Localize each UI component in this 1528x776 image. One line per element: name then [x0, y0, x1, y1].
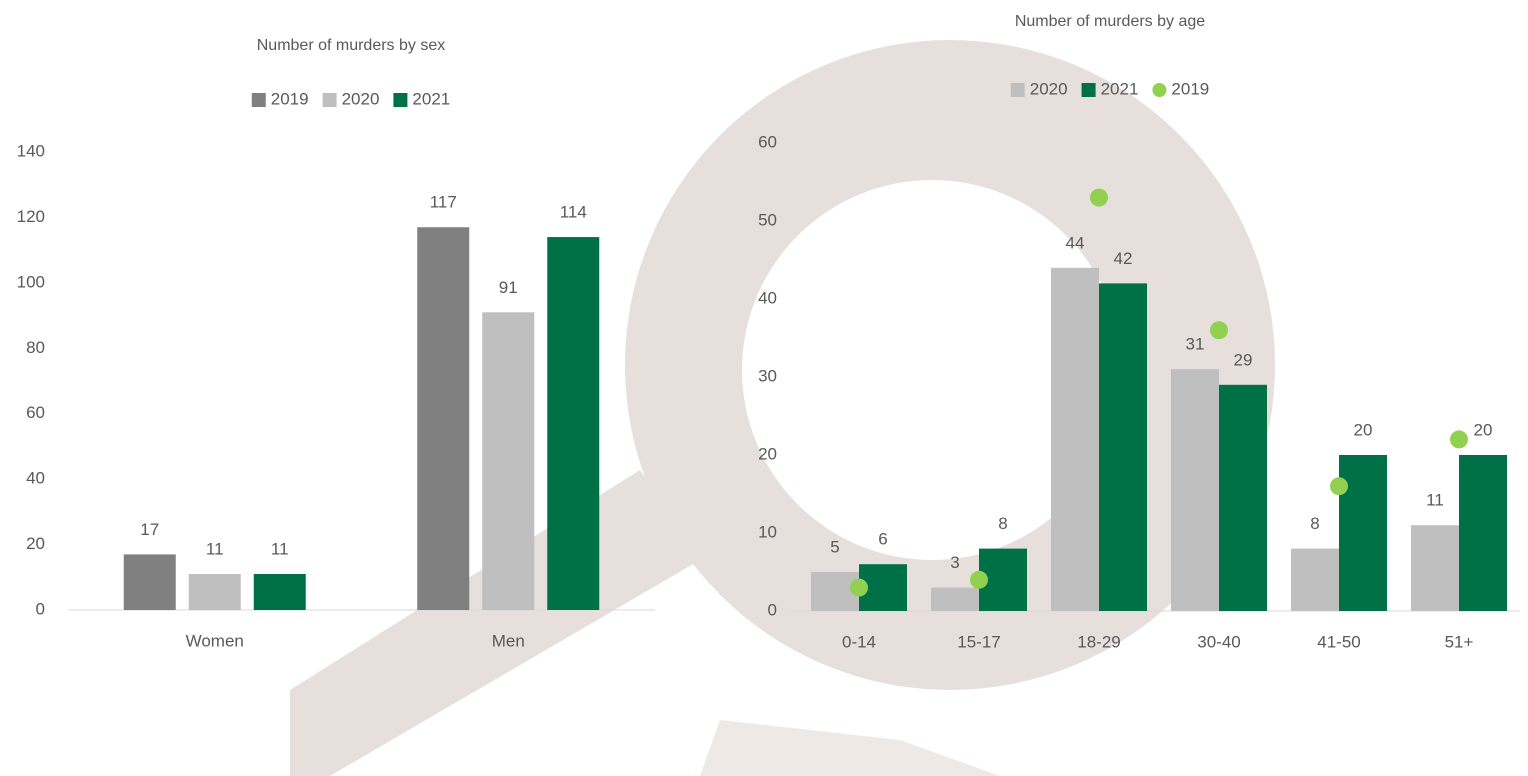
- y-tick-label: 80: [26, 338, 45, 357]
- bar: [1171, 369, 1219, 611]
- y-tick-label: 60: [758, 132, 777, 151]
- bar: [253, 574, 306, 610]
- x-tick-label: 15-17: [957, 632, 1000, 651]
- y-tick-label: 140: [17, 141, 45, 160]
- y-tick-label: 120: [17, 207, 45, 226]
- x-tick-label: 51+: [1445, 632, 1474, 651]
- bar: [1219, 384, 1267, 611]
- y-tick-label: 40: [758, 288, 777, 307]
- bar: [1291, 548, 1339, 611]
- dot: [1330, 477, 1348, 496]
- data-label: 31: [1186, 335, 1205, 354]
- dot: [850, 578, 868, 597]
- data-label: 5: [830, 537, 839, 556]
- y-tick-label: 0: [36, 599, 45, 618]
- background-shape: [700, 720, 1000, 776]
- legend-swatch: [322, 93, 337, 107]
- bar: [1339, 455, 1387, 611]
- y-tick-label: 0: [768, 600, 777, 619]
- y-tick-label: 50: [758, 210, 777, 229]
- bar: [1099, 283, 1147, 611]
- legend-label: 2021: [412, 89, 450, 108]
- bar: [417, 227, 470, 610]
- dot: [1450, 430, 1468, 449]
- data-label: 8: [1310, 514, 1319, 533]
- legend-label: 2019: [1171, 79, 1209, 98]
- data-label: 11: [271, 539, 289, 558]
- legend-swatch: [1152, 83, 1167, 97]
- data-label: 91: [499, 278, 518, 297]
- bar: [482, 312, 535, 610]
- bar: [1411, 525, 1459, 611]
- y-tick-label: 20: [26, 534, 45, 553]
- bar: [547, 237, 600, 611]
- legend-label: 2020: [342, 89, 380, 108]
- x-tick-label: Men: [492, 631, 525, 650]
- legend-swatch: [393, 93, 408, 107]
- bar: [188, 574, 241, 610]
- y-tick-label: 60: [26, 403, 45, 422]
- data-label: 3: [950, 553, 959, 572]
- x-tick-label: 0-14: [842, 632, 876, 651]
- y-tick-label: 10: [758, 522, 777, 541]
- data-label: 29: [1234, 350, 1253, 369]
- data-label: 17: [140, 520, 159, 539]
- y-tick-label: 30: [758, 366, 777, 385]
- x-tick-label: 18-29: [1077, 632, 1120, 651]
- legend-label: 2021: [1101, 79, 1139, 98]
- x-tick-label: 41-50: [1317, 632, 1360, 651]
- dot: [1090, 188, 1108, 207]
- y-tick-label: 100: [17, 272, 45, 291]
- data-label: 20: [1474, 420, 1493, 439]
- data-label: 8: [998, 514, 1007, 533]
- data-label: 117: [430, 193, 457, 212]
- legend-swatch: [1081, 83, 1096, 97]
- y-tick-label: 20: [758, 444, 777, 463]
- legend-label: 2019: [271, 89, 309, 108]
- y-tick-label: 40: [26, 469, 45, 488]
- data-label: 42: [1114, 249, 1133, 268]
- legend-swatch: [1010, 83, 1025, 97]
- bar: [1459, 455, 1507, 611]
- dot: [970, 570, 988, 589]
- chart-title: Number of murders by age: [1015, 13, 1205, 30]
- chart-title: Number of murders by sex: [257, 37, 446, 54]
- data-label: 44: [1066, 233, 1085, 252]
- data-label: 11: [1426, 491, 1444, 510]
- bar: [931, 587, 979, 611]
- legend-label: 2020: [1030, 79, 1068, 98]
- data-label: 114: [560, 203, 587, 222]
- dot: [1210, 321, 1228, 340]
- x-tick-label: 30-40: [1197, 632, 1240, 651]
- data-label: 6: [878, 530, 887, 549]
- legend-swatch: [251, 93, 266, 107]
- magnifier-lens: [742, 180, 1122, 560]
- x-tick-label: Women: [186, 631, 244, 650]
- bar: [123, 554, 176, 610]
- data-label: 20: [1354, 420, 1373, 439]
- bar: [1051, 267, 1099, 611]
- data-label: 11: [206, 539, 224, 558]
